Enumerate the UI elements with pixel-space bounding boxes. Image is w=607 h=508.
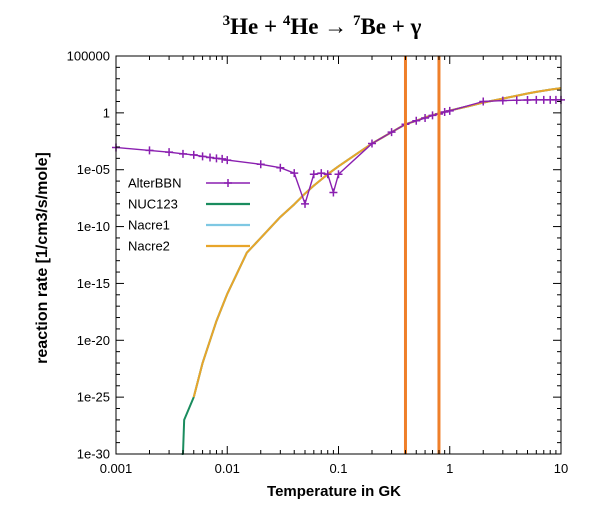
legend-label-alterbbn: AlterBBN xyxy=(128,176,181,191)
series-line-nacre2 xyxy=(192,87,562,398)
x-tick-label: 0.1 xyxy=(329,461,347,476)
y-axis-label: reaction rate [1/cm3/s/mole] xyxy=(34,152,51,364)
series-line-nacre1 xyxy=(192,87,562,398)
x-tick-label: 0.01 xyxy=(215,461,240,476)
alterbbn-point xyxy=(145,146,154,155)
x-tick-label: 1 xyxy=(446,461,453,476)
title-sup-3: 7 xyxy=(353,13,361,29)
legend: AlterBBN NUC123 Nacre1 Nacre2 xyxy=(128,176,250,254)
alterbbn-point xyxy=(218,154,227,163)
chart-title: 3He + 4He → 7Be + γ xyxy=(223,13,422,39)
y-tick-label: 100000 xyxy=(67,49,110,64)
alterbbn-point xyxy=(421,114,430,123)
x-tick-label: 10 xyxy=(554,461,568,476)
y-tick-label: 1e-30 xyxy=(77,447,110,462)
title-text-1: He + xyxy=(230,14,283,39)
alterbbn-point xyxy=(198,152,207,161)
alterbbn-point xyxy=(428,111,437,120)
alterbbn-point xyxy=(367,139,376,148)
legend-label-nacre1: Nacre1 xyxy=(128,218,170,233)
x-axis-label: Temperature in GK xyxy=(267,483,401,500)
alterbbn-point xyxy=(317,169,326,178)
alterbbn-point xyxy=(178,149,187,158)
alterbbn-point xyxy=(223,156,232,165)
alterbbn-point xyxy=(445,106,454,115)
title-sup-1: 3 xyxy=(223,13,231,29)
y-tick-label: 1 xyxy=(103,105,110,120)
alterbbn-point xyxy=(206,153,215,162)
title-sup-2: 4 xyxy=(283,13,291,29)
alterbbn-point xyxy=(189,150,198,159)
plot-area xyxy=(112,56,565,455)
alterbbn-point xyxy=(498,96,507,105)
plot-frame xyxy=(115,55,562,455)
alterbbn-point xyxy=(323,170,332,179)
y-tick-label: 1e-20 xyxy=(77,333,110,348)
alterbbn-point xyxy=(301,199,310,208)
alterbbn-point xyxy=(440,107,449,116)
legend-marker-alterbbn xyxy=(224,179,232,187)
y-tick-label: 1e-05 xyxy=(77,162,110,177)
axis-ticks: 0.001 0.01 0.1 1 10 100000 1 1e-05 1e-10 1e-15 1e-… xyxy=(67,49,569,477)
alterbbn-point xyxy=(532,95,541,104)
alterbbn-point xyxy=(165,148,174,157)
y-tick-label: 1e-25 xyxy=(77,390,110,405)
title-text-2: He → xyxy=(290,14,353,39)
alterbbn-point xyxy=(479,97,488,106)
alterbbn-point xyxy=(387,128,396,137)
alterbbn-point xyxy=(523,96,532,105)
y-tick-label: 1e-10 xyxy=(77,219,110,234)
legend-label-nuc123: NUC123 xyxy=(128,197,178,212)
alterbbn-point xyxy=(334,170,343,179)
title-text-3: Be + γ xyxy=(360,14,421,39)
x-tick-label: 0.001 xyxy=(100,461,133,476)
alterbbn-point xyxy=(256,160,265,169)
alterbbn-point xyxy=(329,188,338,197)
alterbbn-point xyxy=(276,163,285,172)
alterbbn-point xyxy=(412,116,421,125)
y-tick-label: 1e-15 xyxy=(77,276,110,291)
alterbbn-point xyxy=(290,169,299,178)
legend-label-nacre2: Nacre2 xyxy=(128,239,170,254)
alterbbn-point xyxy=(309,170,318,179)
alterbbn-point xyxy=(512,96,521,105)
